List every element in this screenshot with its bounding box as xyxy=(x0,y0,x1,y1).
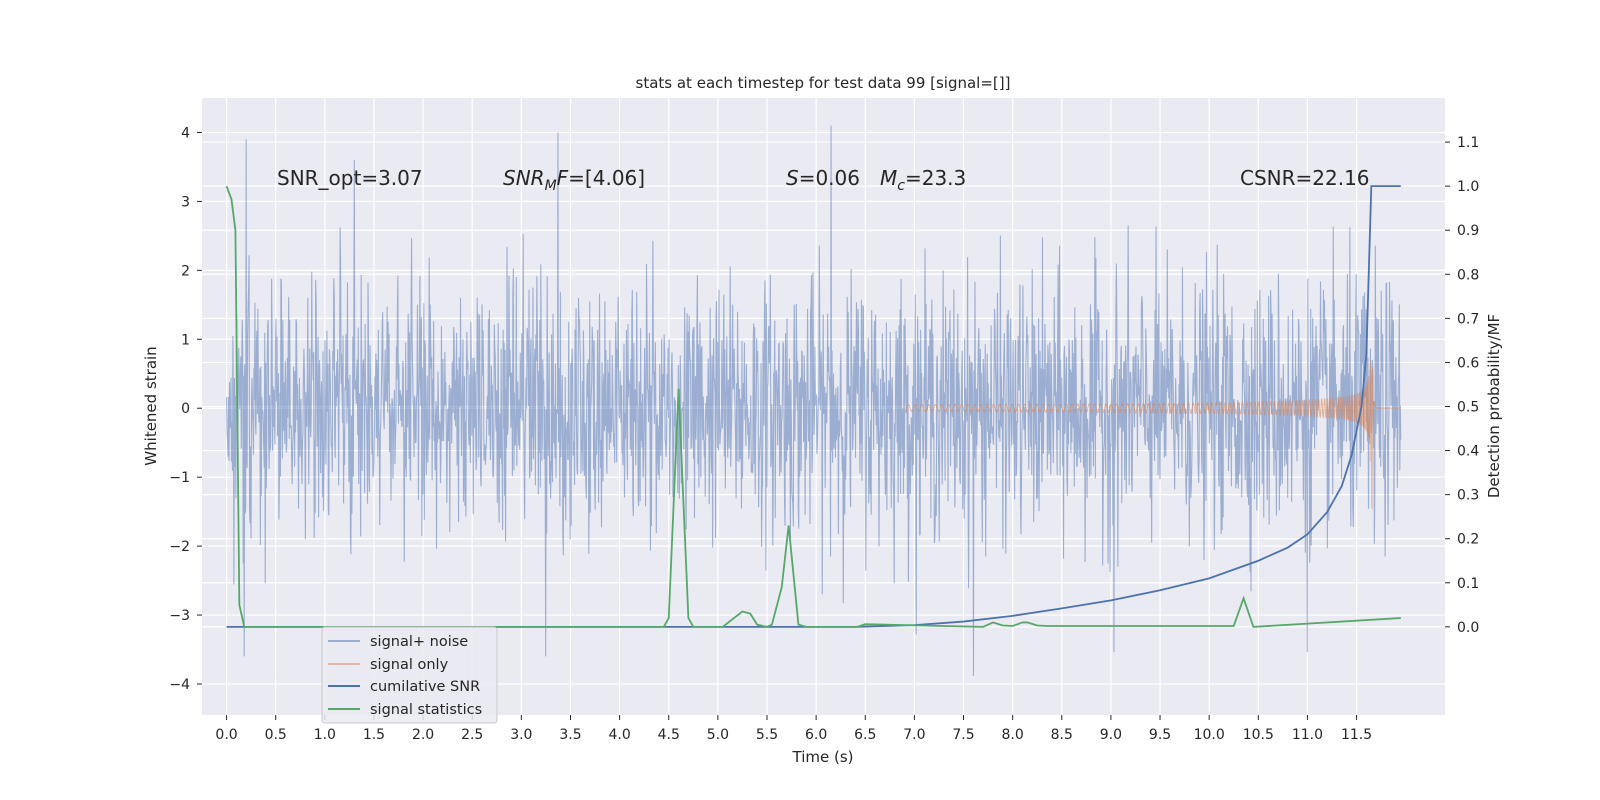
series-layer xyxy=(225,125,1402,676)
x-tick-label-15: 7.5 xyxy=(952,727,974,743)
series-signal-statistics xyxy=(225,185,1401,628)
y-tick-label-2: 2 xyxy=(181,263,190,279)
annotation-s: S=0.06 xyxy=(786,166,860,190)
y-tick-label-0: 4 xyxy=(181,125,190,141)
x-tick-label-14: 7.0 xyxy=(903,727,925,743)
ticks: 0.0 0.5 1.0 1.5 2.0 2.5 3.0 3.5 4.0 4.5 5.0 5.5 6.0 6… xyxy=(169,125,1479,743)
x-tick-label-17: 8.5 xyxy=(1051,727,1073,743)
x-tick-label-16: 8.0 xyxy=(1002,727,1024,743)
x-axis-label: Time (s) xyxy=(792,748,854,766)
series-signal-only xyxy=(904,360,1401,510)
y2-tick-label-11: 0.0 xyxy=(1457,620,1479,636)
x-tick-label-7: 3.5 xyxy=(559,727,581,743)
legend-label-signal-only: signal only xyxy=(370,657,449,673)
y-tick-label-6: −2 xyxy=(169,539,190,555)
y-tick-label-4: 0 xyxy=(181,401,190,417)
y2-tick-label-6: 0.5 xyxy=(1457,400,1479,416)
series-cumulative-snr xyxy=(226,185,1401,628)
x-tick-label-11: 5.5 xyxy=(756,727,778,743)
annotation-csnr: CSNR=22.16 xyxy=(1240,166,1370,190)
x-tick-label-10: 5.0 xyxy=(707,727,729,743)
x-tick-label-5: 2.5 xyxy=(461,727,483,743)
y2-tick-label-5: 0.6 xyxy=(1457,355,1479,371)
y-tick-label-5: −1 xyxy=(169,470,190,486)
annotation-mc: Mc=23.3 xyxy=(880,166,966,194)
y-tick-label-8: −4 xyxy=(169,677,190,693)
y2-tick-label-10: 0.1 xyxy=(1457,576,1479,592)
y2-tick-label-8: 0.3 xyxy=(1457,488,1479,504)
y-tick-label-7: −3 xyxy=(169,608,190,624)
y2-tick-label-4: 0.7 xyxy=(1457,311,1479,327)
chart-title: stats at each timestep for test data 99 … xyxy=(636,74,1011,92)
x-tick-label-6: 3.0 xyxy=(510,727,532,743)
x-tick-label-4: 2.0 xyxy=(412,727,434,743)
y2-tick-label-0: 1.1 xyxy=(1457,135,1479,151)
x-tick-label-12: 6.0 xyxy=(805,727,827,743)
legend-label-signal-noise: signal+ noise xyxy=(370,634,468,650)
legend: signal+ noise signal only cumilative SNR… xyxy=(321,626,498,724)
annotation-snr-mf: SNRMF=[4.06] xyxy=(503,166,645,194)
y2-tick-label-7: 0.4 xyxy=(1457,444,1479,460)
series-signal-noise xyxy=(226,125,1402,676)
y2-tick-label-1: 1.0 xyxy=(1457,179,1479,195)
y2-tick-label-2: 0.9 xyxy=(1457,223,1479,239)
x-tick-label-23: 11.5 xyxy=(1341,727,1372,743)
x-tick-label-20: 10.0 xyxy=(1194,727,1225,743)
y2-tick-label-3: 0.8 xyxy=(1457,267,1479,283)
legend-box xyxy=(321,626,498,724)
x-tick-label-2: 1.0 xyxy=(314,727,336,743)
y2-axis-label: Detection probability/MF xyxy=(1485,314,1503,498)
x-tick-label-3: 1.5 xyxy=(363,727,385,743)
legend-label-cumulative-snr: cumilative SNR xyxy=(370,679,480,695)
y-tick-label-1: 3 xyxy=(181,194,190,210)
annotation-snr-opt: SNR_opt=3.07 xyxy=(277,166,423,190)
y2-tick-label-9: 0.2 xyxy=(1457,532,1479,548)
y-axis-label: Whitened strain xyxy=(142,346,160,465)
y-tick-label-3: 1 xyxy=(181,332,190,348)
legend-label-signal-statistics: signal statistics xyxy=(370,702,482,718)
x-tick-label-8: 4.0 xyxy=(608,727,630,743)
x-tick-label-0: 0.0 xyxy=(215,727,237,743)
x-tick-label-21: 10.5 xyxy=(1243,727,1274,743)
x-tick-label-9: 4.5 xyxy=(658,727,680,743)
x-tick-label-1: 0.5 xyxy=(265,727,287,743)
x-tick-label-18: 9.0 xyxy=(1100,727,1122,743)
x-tick-label-22: 11.0 xyxy=(1292,727,1323,743)
x-tick-label-19: 9.5 xyxy=(1149,727,1171,743)
x-tick-label-13: 6.5 xyxy=(854,727,876,743)
